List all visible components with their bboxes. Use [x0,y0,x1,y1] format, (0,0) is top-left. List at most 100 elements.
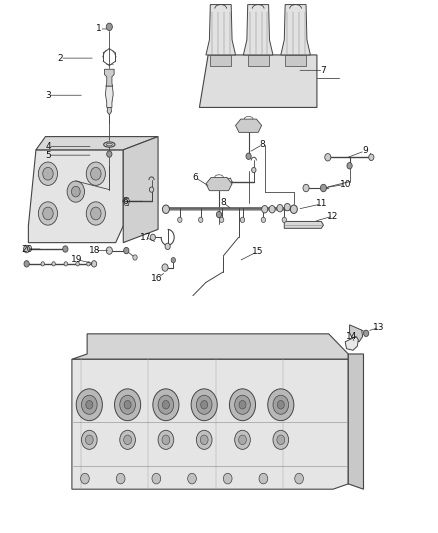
Circle shape [120,395,135,414]
Circle shape [303,184,309,192]
Circle shape [124,400,131,409]
Circle shape [158,430,174,449]
Circle shape [235,395,251,414]
Circle shape [321,184,326,192]
Polygon shape [107,108,112,115]
Circle shape [67,181,85,202]
Text: 18: 18 [89,246,101,255]
Circle shape [92,261,97,267]
Circle shape [43,167,53,180]
Polygon shape [72,334,348,359]
Circle shape [91,167,101,180]
Circle shape [259,473,268,484]
Circle shape [150,234,155,240]
Circle shape [277,400,284,409]
Circle shape [246,153,251,159]
Text: 15: 15 [251,247,263,256]
Circle shape [153,389,179,421]
Circle shape [124,247,129,254]
Text: 6: 6 [192,173,198,182]
Text: 12: 12 [327,212,339,221]
Circle shape [201,400,208,409]
Polygon shape [236,119,261,132]
Text: 10: 10 [339,180,351,189]
Circle shape [178,217,182,222]
Circle shape [277,435,285,445]
Circle shape [24,245,30,253]
Circle shape [162,435,170,445]
Circle shape [71,187,80,197]
Circle shape [223,473,232,484]
Circle shape [115,389,141,421]
Circle shape [198,217,203,222]
Circle shape [106,23,113,30]
Circle shape [120,430,135,449]
Circle shape [269,206,275,213]
Polygon shape [199,55,317,108]
Circle shape [230,389,255,421]
Circle shape [86,400,93,409]
Circle shape [239,400,246,409]
Circle shape [87,262,90,266]
Circle shape [325,154,331,161]
Circle shape [152,473,161,484]
Circle shape [86,202,106,225]
Circle shape [81,430,97,449]
Bar [285,55,306,66]
Text: 13: 13 [374,323,385,332]
Ellipse shape [104,142,115,147]
Circle shape [200,435,208,445]
Circle shape [24,261,29,267]
Circle shape [277,205,283,212]
Circle shape [219,217,224,222]
Polygon shape [345,336,358,350]
Circle shape [124,435,131,445]
Circle shape [91,207,101,220]
Text: 5: 5 [46,151,51,160]
Circle shape [187,473,196,484]
Polygon shape [28,150,123,243]
Circle shape [369,154,374,160]
Circle shape [165,243,170,249]
Circle shape [86,162,106,185]
Circle shape [52,262,55,266]
Circle shape [239,435,247,445]
Circle shape [273,395,289,414]
Circle shape [158,395,174,414]
Text: 4: 4 [46,142,51,151]
Circle shape [284,204,290,211]
Bar [248,55,268,66]
Circle shape [191,389,217,421]
Circle shape [76,389,102,421]
Polygon shape [206,5,236,55]
Circle shape [85,435,93,445]
Circle shape [41,262,45,266]
Polygon shape [72,359,348,489]
Text: 20: 20 [22,245,33,254]
Circle shape [273,430,289,449]
Text: 11: 11 [315,199,327,208]
Circle shape [76,262,79,266]
Circle shape [116,473,125,484]
Circle shape [106,247,113,254]
Polygon shape [350,325,363,342]
Text: 9: 9 [362,147,367,156]
Polygon shape [105,69,114,86]
Text: 6: 6 [123,197,128,206]
Circle shape [216,212,222,217]
Circle shape [261,217,265,222]
Circle shape [347,163,352,169]
Circle shape [240,217,245,222]
Polygon shape [123,136,158,243]
Text: 3: 3 [46,91,51,100]
Circle shape [39,162,57,185]
Polygon shape [244,5,273,55]
Circle shape [290,205,297,214]
Text: 2: 2 [57,54,63,62]
Text: 8: 8 [220,198,226,207]
Circle shape [81,395,97,414]
Bar [210,55,231,66]
Polygon shape [36,136,158,150]
Circle shape [162,205,170,214]
Text: 16: 16 [152,273,163,282]
